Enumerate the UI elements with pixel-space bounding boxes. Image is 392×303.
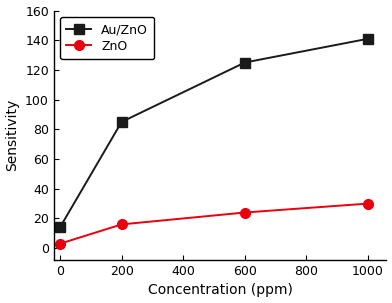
ZnO	[242, 211, 247, 214]
Line: ZnO: ZnO	[55, 199, 373, 248]
ZnO	[119, 223, 124, 226]
Au/ZnO	[242, 61, 247, 64]
Au/ZnO	[119, 120, 124, 124]
ZnO	[58, 242, 62, 245]
Legend: Au/ZnO, ZnO: Au/ZnO, ZnO	[60, 17, 154, 59]
X-axis label: Concentration (ppm): Concentration (ppm)	[148, 283, 292, 298]
Au/ZnO	[58, 225, 62, 229]
Line: Au/ZnO: Au/ZnO	[55, 34, 373, 232]
Y-axis label: Sensitivity: Sensitivity	[5, 99, 20, 171]
ZnO	[366, 202, 370, 205]
Au/ZnO	[366, 37, 370, 41]
